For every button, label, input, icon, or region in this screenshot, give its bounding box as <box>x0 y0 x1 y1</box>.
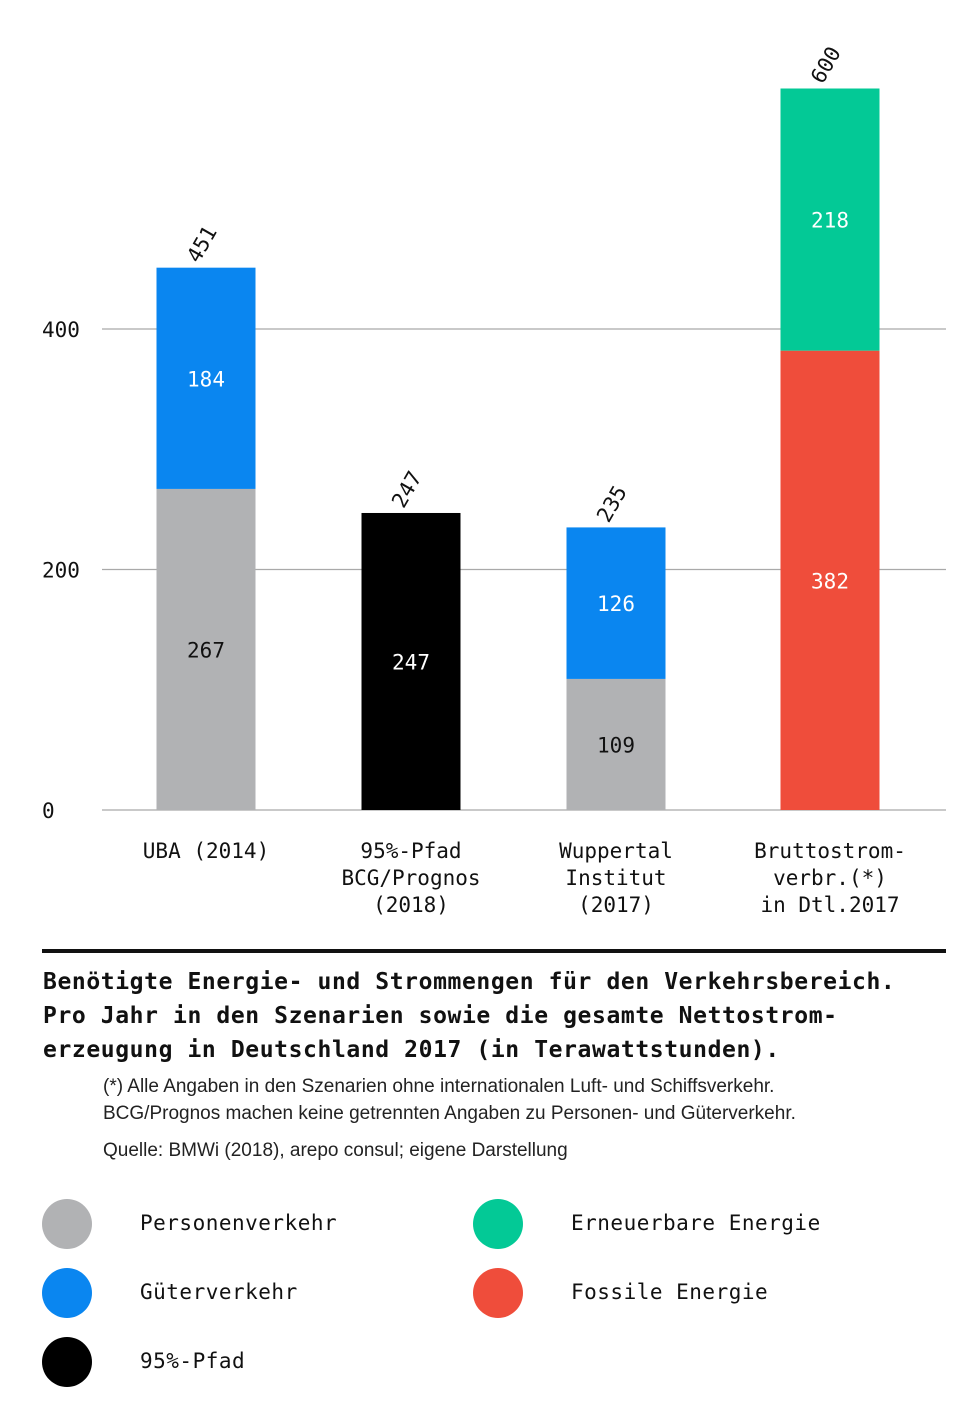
category-label: BCG/Prognos <box>341 866 480 890</box>
segment-value-label: 267 <box>187 638 225 662</box>
legend-swatch <box>473 1268 523 1318</box>
bar-segment <box>361 512 461 810</box>
legend-label: Personenverkehr <box>140 1211 338 1235</box>
segment-value-label: 109 <box>597 733 635 757</box>
caption-divider <box>42 949 946 953</box>
category-label: Wuppertal <box>559 839 673 863</box>
segment-value-label: 382 <box>811 569 849 593</box>
y-tick-label: 0 <box>42 799 55 823</box>
legend-swatch <box>42 1268 92 1318</box>
legend-label: Güterverkehr <box>140 1280 298 1304</box>
bar-segment <box>780 350 880 810</box>
total-value-label: 235 <box>592 481 632 526</box>
category-label: verbr.(*) <box>773 866 887 890</box>
total-value-label: 247 <box>387 467 427 512</box>
source-line: Quelle: BMWi (2018), arepo consul; eigen… <box>103 1140 568 1161</box>
category-label: (2018) <box>373 893 449 917</box>
category-label: 95%-Pfad <box>360 839 461 863</box>
segment-value-label: 247 <box>392 650 430 674</box>
category-label: Institut <box>565 866 666 890</box>
footnote-line: (*) Alle Angaben in den Szenarien ohne i… <box>103 1076 775 1097</box>
segment-value-label: 184 <box>187 367 225 391</box>
source-note: Quelle: BMWi (2018), arepo consul; eigen… <box>103 1137 963 1164</box>
caption-line: erzeugung in Deutschland 2017 (in Terawa… <box>43 1037 780 1063</box>
legend-label: Fossile Energie <box>571 1280 769 1304</box>
legend-swatch <box>42 1199 92 1249</box>
stacked-bar-chart: 0 200 400 267 184 451 UBA (2014) 247 247 95%-Pfad… <box>42 43 946 917</box>
bar-segment <box>780 88 880 351</box>
footnote: (*) Alle Angaben in den Szenarien ohne i… <box>103 1073 963 1127</box>
category-label: UBA (2014) <box>143 839 269 863</box>
footnote-line: BCG/Prognos machen keine getrennten Anga… <box>103 1103 796 1124</box>
bar-segment <box>156 488 256 810</box>
legend-label: 95%-Pfad <box>140 1349 246 1373</box>
legend-swatch <box>473 1199 523 1249</box>
chart-caption: Benötigte Energie- und Strommengen für d… <box>43 965 963 1067</box>
bar-segment <box>156 267 256 489</box>
category-label: Bruttostrom- <box>754 839 906 863</box>
y-tick-label: 200 <box>42 559 80 583</box>
y-tick-label: 400 <box>42 318 80 342</box>
caption-line: Benötigte Energie- und Strommengen für d… <box>43 969 896 995</box>
bar-segment <box>566 527 666 679</box>
legend-label: Erneuerbare Energie <box>571 1211 821 1235</box>
category-label: (2017) <box>578 893 654 917</box>
segment-value-label: 218 <box>811 209 849 233</box>
total-value-label: 451 <box>182 222 222 267</box>
legend-swatch <box>42 1337 92 1387</box>
total-value-label: 600 <box>806 43 846 88</box>
category-label: in Dtl.2017 <box>760 893 899 917</box>
bar-segment <box>566 678 666 810</box>
caption-line: Pro Jahr in den Szenarien sowie die gesa… <box>43 1003 838 1029</box>
segment-value-label: 126 <box>597 592 635 616</box>
